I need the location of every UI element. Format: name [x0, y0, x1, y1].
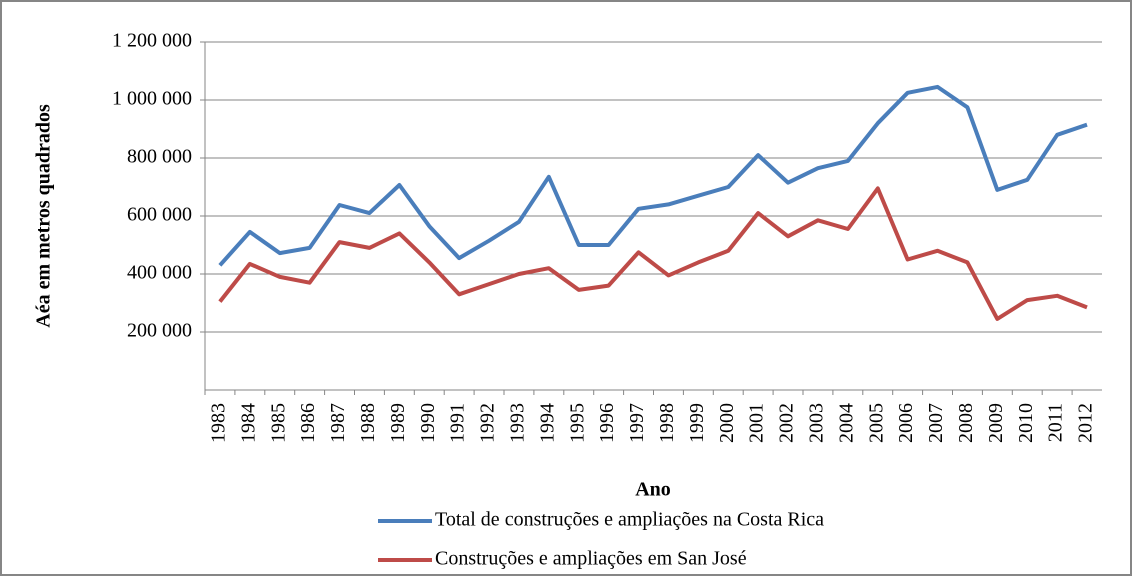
x-tick-label: 2004 [835, 403, 857, 443]
series-line [218, 186, 1088, 321]
x-tick-label: 2001 [746, 403, 768, 443]
y-tick-label: 1 000 000 [112, 88, 192, 110]
x-tick-label: 1994 [536, 403, 558, 443]
x-tick-label: 1996 [596, 403, 618, 443]
x-tick-label: 1988 [357, 403, 379, 443]
x-tick-label: 1990 [417, 403, 439, 443]
x-tick-label: 1983 [208, 403, 230, 443]
legend-label: Total de construções e ampliações na Cos… [435, 509, 824, 531]
x-tick-label: 2000 [716, 403, 738, 443]
x-tick-label: 1993 [507, 403, 529, 443]
y-tick-label: 400 000 [127, 262, 192, 284]
y-tick-label: 800 000 [127, 146, 192, 168]
x-tick-label: 2008 [955, 403, 977, 443]
x-tick-label: 2003 [806, 403, 828, 443]
y-tick-label: 200 000 [127, 320, 192, 342]
x-tick-label: 1985 [267, 403, 289, 443]
x-tick-label: 2005 [865, 403, 887, 443]
x-tick-label: 1984 [237, 403, 259, 443]
x-tick-label: 2010 [1015, 403, 1037, 443]
x-tick-label: 2007 [925, 403, 947, 443]
x-tick-label: 1998 [656, 403, 678, 443]
x-tick-label: 2006 [895, 403, 917, 443]
x-tick-label: 1992 [477, 403, 499, 443]
x-tick-label: 1991 [447, 403, 469, 443]
x-tick-label: 2011 [1045, 403, 1067, 442]
legend-label: Construções e ampliações em San José [435, 548, 747, 570]
y-tick-label: 1 200 000 [112, 30, 192, 52]
x-tick-label: 1995 [566, 403, 588, 443]
x-tick-label: 2009 [985, 403, 1007, 443]
x-axis-title: Ano [635, 479, 671, 501]
x-tick-label: 1986 [297, 403, 319, 443]
x-tick-label: 2012 [1075, 403, 1097, 443]
x-tick-label: 1989 [387, 403, 409, 443]
x-tick-label: 1999 [686, 403, 708, 443]
x-tick-label: 2002 [776, 403, 798, 443]
x-tick-label: 1987 [327, 403, 349, 443]
series-line [218, 84, 1088, 267]
x-tick-label: 1997 [626, 403, 648, 443]
y-tick-label: 600 000 [127, 204, 192, 226]
y-axis-title: Aéa em metros quadrados [33, 104, 55, 328]
